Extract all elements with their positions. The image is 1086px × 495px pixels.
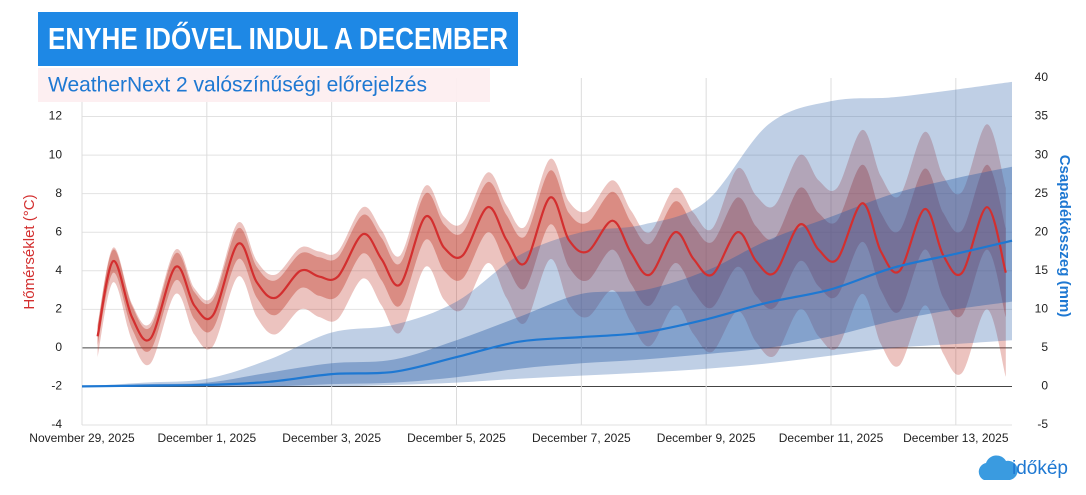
chart-title: ENYHE IDŐVEL INDUL A DECEMBER [48, 20, 508, 56]
y-tick-label: 2 [55, 302, 62, 316]
y2-tick-label: 15 [1035, 263, 1049, 277]
band [82, 81, 1012, 387]
subtitle-box [38, 68, 490, 102]
x-tick-label: December 13, 2025 [903, 431, 1009, 445]
y2-tick-label: 25 [1035, 186, 1049, 200]
y-tick-label: -2 [51, 379, 62, 393]
y-tick-label: 10 [49, 147, 63, 161]
y-tick-label: 12 [49, 109, 63, 123]
band [97, 124, 1006, 377]
band [82, 166, 1012, 387]
y-axis-title: Hőmérséklet (°C) [21, 194, 38, 309]
x-tick-label: December 7, 2025 [532, 431, 631, 445]
title-box [38, 12, 518, 66]
y2-tick-label: -5 [1037, 417, 1048, 431]
chart-subtitle: WeatherNext 2 valószínűségi előrejelzés [48, 74, 427, 97]
logo-cloud [978, 455, 1018, 480]
x-tick-label: December 5, 2025 [407, 431, 506, 445]
y2-tick-label: 5 [1041, 340, 1048, 354]
y-tick-label: 8 [55, 186, 62, 200]
logo-text: időkép [1012, 458, 1068, 479]
y-tick-label: -4 [51, 417, 62, 431]
y-tick-label: 6 [55, 224, 62, 238]
x-tick-label: December 9, 2025 [657, 431, 756, 445]
y2-axis-title: Csapadékösszeg (mm) [1056, 155, 1073, 318]
y2-tick-label: 40 [1035, 70, 1049, 84]
x-tick-label: December 3, 2025 [282, 431, 381, 445]
y2-tick-label: 35 [1035, 109, 1049, 123]
x-tick-label: December 1, 2025 [157, 431, 256, 445]
plot-area: -4 -2 0 2 4 6 8 10 12 -5 0 5 10 15 20 25 30 35 40 November … [29, 70, 1048, 445]
x-tick-label: November 29, 2025 [29, 431, 135, 445]
series-line [81, 239, 1013, 388]
logo: időkép [978, 455, 1068, 480]
y2-tick-label: 20 [1035, 224, 1049, 238]
y2-tick-label: 0 [1041, 379, 1048, 393]
y-tick-label: 4 [55, 263, 62, 277]
y2-tick-label: 30 [1035, 147, 1049, 161]
band [97, 164, 1006, 352]
y2-tick-label: 10 [1035, 302, 1049, 316]
series-line [96, 196, 1007, 342]
y-tick-label: 0 [55, 340, 62, 354]
x-tick-label: December 11, 2025 [779, 431, 884, 445]
